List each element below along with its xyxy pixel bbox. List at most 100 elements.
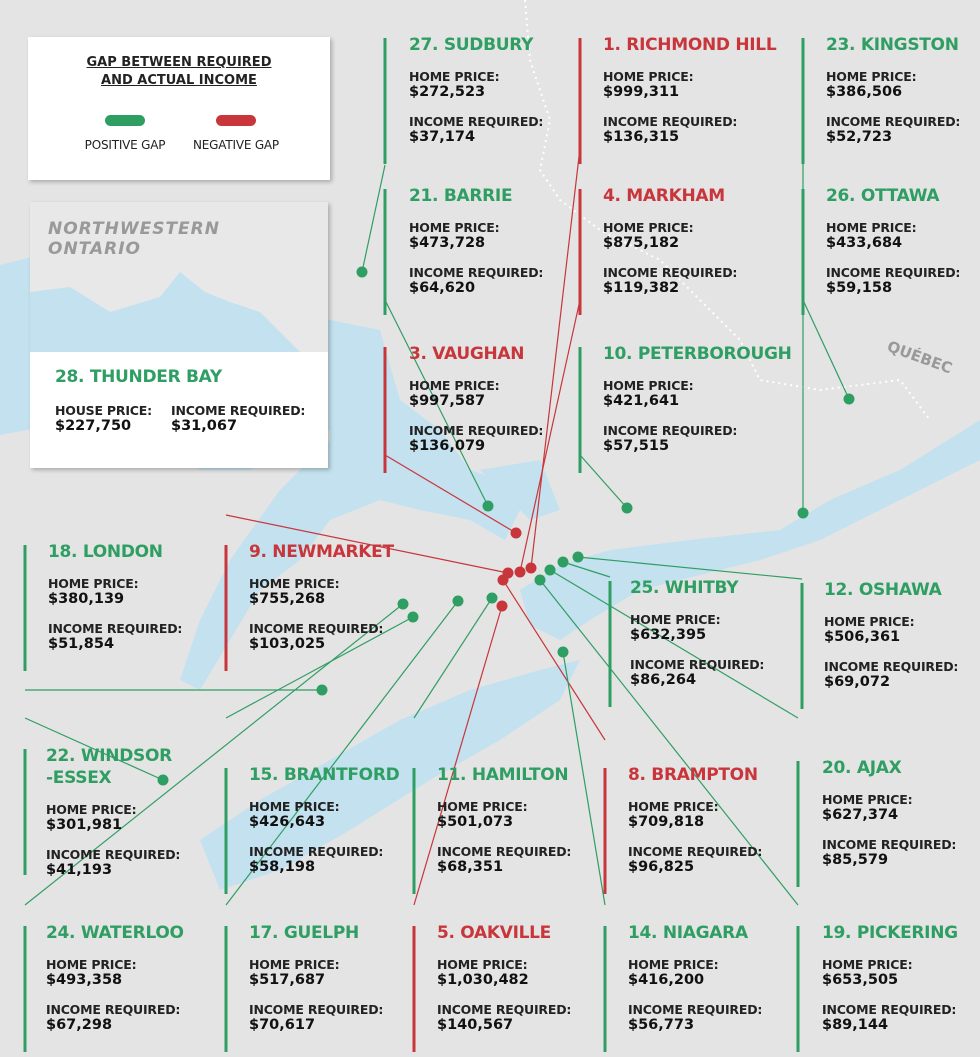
connector	[225, 616, 414, 719]
connector	[539, 579, 799, 906]
price: $272,523	[409, 84, 486, 100]
income: $86,264	[630, 672, 697, 688]
price: $506,361	[824, 629, 901, 645]
inset-title: NORTHWESTERN ONTARIO	[48, 219, 220, 259]
price: $433,684	[826, 235, 903, 251]
legend-swatch	[105, 115, 145, 126]
price-label: HOME PRICE:	[628, 957, 719, 972]
income: $52,723	[826, 129, 893, 145]
lake-erie	[200, 660, 580, 890]
price-label: HOME PRICE:	[630, 612, 721, 627]
price: $653,505	[822, 972, 899, 988]
inset-map: NORTHWESTERN ONTARIO	[30, 202, 328, 468]
connector	[384, 454, 517, 534]
connector	[24, 717, 164, 781]
income-label: INCOME REQUIRED:	[822, 837, 957, 852]
city-dot	[544, 564, 556, 576]
city-title: 3. VAUGHAN	[409, 344, 525, 364]
income: $67,298	[46, 1017, 113, 1033]
connector	[579, 454, 628, 509]
price: $999,311	[603, 84, 680, 100]
city-title: 10. PETERBOROUGH	[603, 344, 792, 364]
city-title: 8. BRAMPTON	[628, 765, 758, 785]
city-title: 25. WHITBY	[630, 578, 739, 598]
income: $70,617	[249, 1017, 316, 1033]
price-label: HOME PRICE:	[48, 576, 139, 591]
income-label: INCOME REQUIRED:	[46, 1002, 181, 1017]
city-dot	[621, 502, 633, 514]
city-title: 24. WATERLOO	[46, 923, 184, 943]
connector	[802, 299, 850, 400]
price-label: HOME PRICE:	[603, 220, 694, 235]
income: $41,193	[46, 862, 113, 878]
city-title: 22. WINDSOR -ESSEX	[46, 746, 172, 788]
connector	[413, 597, 493, 719]
income-label: INCOME REQUIRED:	[249, 844, 384, 859]
price-label: HOME PRICE:	[249, 799, 340, 814]
city-title: 17. GUELPH	[249, 923, 359, 943]
city-dot	[496, 600, 508, 612]
income-label: INCOME REQUIRED:	[171, 403, 306, 418]
income-label: INCOME REQUIRED:	[824, 659, 959, 674]
income-label: INCOME REQUIRED:	[603, 114, 738, 129]
income: $56,773	[628, 1017, 695, 1033]
price: $493,358	[46, 972, 123, 988]
city-dot	[397, 598, 409, 610]
price-label: HOME PRICE:	[249, 576, 340, 591]
connector	[530, 147, 581, 569]
price-label: HOME PRICE:	[628, 799, 719, 814]
income: $58,198	[249, 859, 316, 875]
city-dot	[534, 574, 546, 586]
income-label: INCOME REQUIRED:	[249, 621, 384, 636]
price: $1,030,482	[437, 972, 529, 988]
income-label: INCOME REQUIRED:	[603, 265, 738, 280]
connector	[562, 561, 611, 578]
income: $136,079	[409, 438, 486, 454]
income: $69,072	[824, 674, 891, 690]
income-label: INCOME REQUIRED:	[628, 1002, 763, 1017]
connector	[502, 579, 606, 741]
border	[524, 0, 931, 421]
city-dot	[486, 592, 498, 604]
price-label: HOME PRICE:	[46, 802, 137, 817]
city-dot	[557, 646, 569, 658]
city-title: 14. NIAGARA	[628, 923, 748, 943]
price-label: HOME PRICE:	[437, 799, 528, 814]
city-title: 12. OSHAWA	[824, 580, 942, 600]
income: $103,025	[249, 636, 326, 652]
city-dot	[572, 551, 584, 563]
income-label: INCOME REQUIRED:	[628, 844, 763, 859]
city-title: 19. PICKERING	[822, 923, 958, 943]
price-label: HOME PRICE:	[822, 792, 913, 807]
city-dot	[407, 611, 419, 623]
city-dot	[452, 595, 464, 607]
city-title: 23. KINGSTON	[826, 35, 959, 55]
price-label: HOME PRICE:	[603, 69, 694, 84]
income-label: INCOME REQUIRED:	[630, 657, 765, 672]
price-label: HOME PRICE:	[409, 220, 500, 235]
city-title: 21. BARRIE	[409, 186, 513, 206]
income: $96,825	[628, 859, 695, 875]
connector	[225, 600, 459, 906]
city-dot	[510, 527, 522, 539]
price: $517,687	[249, 972, 326, 988]
connector	[361, 164, 386, 273]
city-dot	[843, 393, 855, 405]
legend-label: POSITIVE GAP	[84, 138, 166, 152]
legend-title: GAP BETWEEN REQUIRED AND ACTUAL INCOME	[86, 55, 272, 88]
city-title: 20. AJAX	[822, 758, 902, 778]
income: $31,067	[171, 418, 238, 434]
inset-drawing	[30, 202, 328, 468]
income: $85,579	[822, 852, 889, 868]
income-label: INCOME REQUIRED:	[409, 114, 544, 129]
connector	[519, 299, 581, 573]
income-label: INCOME REQUIRED:	[409, 265, 544, 280]
income-label: INCOME REQUIRED:	[826, 114, 961, 129]
price: $426,643	[249, 814, 326, 830]
connector	[225, 514, 509, 574]
income: $59,158	[826, 280, 893, 296]
connector	[549, 569, 799, 719]
price: $709,818	[628, 814, 705, 830]
price-label: HOME PRICE:	[409, 378, 500, 393]
